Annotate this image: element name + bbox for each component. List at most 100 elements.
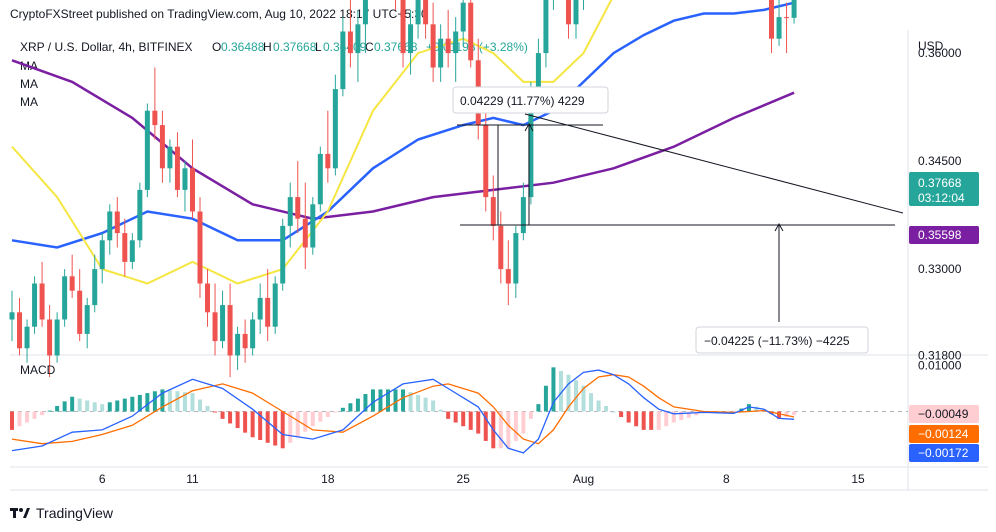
macd-histogram-bar bbox=[423, 397, 428, 412]
y-tick-label: 0.33000 bbox=[918, 262, 962, 276]
macd-histogram-bar bbox=[295, 411, 300, 438]
macd-tick-label: 0.01000 bbox=[918, 359, 962, 373]
candle-body bbox=[189, 168, 195, 212]
macd-histogram-bar bbox=[401, 389, 406, 412]
macd-histogram-bar bbox=[784, 411, 789, 418]
macd-histogram-bar bbox=[506, 411, 511, 449]
macd-histogram-bar bbox=[137, 394, 142, 412]
macd-histogram-bar bbox=[25, 411, 30, 423]
candle-body bbox=[490, 197, 496, 226]
macd-histogram-bar bbox=[438, 409, 443, 412]
candle-body bbox=[24, 326, 30, 349]
macd-histogram-bar bbox=[581, 385, 586, 412]
candle-body bbox=[535, 53, 541, 90]
macd-histogram-bar bbox=[130, 396, 135, 412]
macd-histogram-bar bbox=[122, 398, 127, 412]
macd-histogram-bar bbox=[596, 400, 601, 412]
candle-body bbox=[182, 168, 188, 190]
brand-label: TradingView bbox=[36, 505, 114, 521]
macd-histogram-bar bbox=[551, 367, 556, 412]
macd-histogram-bar bbox=[513, 411, 518, 441]
macd-histogram-bar bbox=[145, 393, 150, 412]
candle-body bbox=[287, 197, 293, 226]
candle-body bbox=[220, 305, 226, 342]
macd-histogram-bar bbox=[619, 411, 624, 418]
y-tick-label: 0.34500 bbox=[918, 154, 962, 168]
macd-label: MACD bbox=[20, 363, 56, 377]
candle-body bbox=[325, 153, 331, 169]
macd-histogram-bar bbox=[325, 411, 330, 418]
candle-body bbox=[242, 333, 248, 349]
macd-histogram-bar bbox=[363, 394, 368, 412]
candle-body bbox=[47, 319, 53, 356]
macd-histogram-bar bbox=[461, 411, 466, 427]
candle-body bbox=[791, 0, 797, 18]
ohlc-value: O bbox=[212, 40, 221, 54]
candle-body bbox=[400, 0, 406, 54]
macd-histogram-bar bbox=[792, 411, 797, 416]
macd-histogram-bar bbox=[686, 411, 691, 418]
candle-body bbox=[362, 0, 368, 25]
macd-histogram-bar bbox=[634, 411, 639, 427]
candle-body bbox=[159, 125, 165, 169]
candle-body bbox=[310, 204, 316, 248]
candle-body bbox=[453, 31, 459, 54]
candle-body bbox=[573, 0, 579, 25]
macd-histogram-bar bbox=[528, 411, 533, 419]
tradingview-footer[interactable]: TradingView bbox=[10, 505, 113, 521]
candle-body bbox=[144, 110, 150, 190]
macd-histogram-bar bbox=[453, 411, 458, 423]
macd-histogram-bar bbox=[175, 391, 180, 412]
candle-body bbox=[107, 211, 113, 241]
candle-body bbox=[483, 125, 489, 198]
indicator-label-ma: MA bbox=[20, 95, 38, 109]
macd-histogram-bar bbox=[243, 411, 248, 433]
macd-histogram-bar bbox=[220, 411, 225, 419]
macd-histogram-bar bbox=[746, 404, 751, 412]
macd-histogram-bar bbox=[100, 404, 105, 412]
candle-body bbox=[272, 283, 278, 327]
macd-histogram-bar bbox=[17, 411, 22, 427]
candle-body bbox=[122, 233, 128, 262]
measure-up-label: 0.04229 (11.77%) 4229 bbox=[460, 94, 585, 108]
macd-value-tag-label: −0.00124 bbox=[918, 427, 969, 441]
tradingview-logo-icon bbox=[10, 508, 30, 518]
candle-body bbox=[776, 17, 782, 39]
candle-body bbox=[513, 233, 519, 284]
macd-histogram-bar bbox=[543, 385, 548, 412]
candle-body bbox=[84, 305, 90, 334]
candle-body bbox=[212, 312, 218, 342]
candle-body bbox=[265, 297, 271, 327]
macd-histogram-bar bbox=[340, 407, 345, 412]
macd-histogram-bar bbox=[408, 392, 413, 412]
ohlc-value: +0.01198 (+3.28%) bbox=[426, 40, 528, 54]
symbol-label: XRP / U.S. Dollar, 4h, BITFINEX bbox=[20, 40, 193, 54]
candle-body bbox=[505, 269, 511, 284]
measure-up-box bbox=[452, 86, 609, 114]
macd-histogram-bar bbox=[190, 393, 195, 412]
candle-body bbox=[99, 240, 105, 270]
macd-histogram-bar bbox=[265, 411, 270, 443]
candle-body bbox=[39, 283, 45, 320]
macd-histogram-bar bbox=[85, 400, 90, 412]
candle-body bbox=[167, 146, 173, 169]
macd-histogram-bar bbox=[558, 371, 563, 412]
macd-histogram-bar bbox=[318, 411, 323, 422]
macd-histogram-bar bbox=[167, 390, 172, 412]
macd-histogram-bar bbox=[62, 401, 67, 412]
macd-histogram-bar bbox=[393, 389, 398, 412]
macd-histogram-bar bbox=[649, 411, 654, 430]
macd-histogram-bar bbox=[483, 411, 488, 441]
macd-histogram-bar bbox=[55, 405, 60, 412]
candle-body bbox=[32, 283, 38, 327]
x-tick-label: 11 bbox=[186, 472, 199, 486]
macd-histogram-bar bbox=[70, 396, 75, 412]
ma200-price-tag bbox=[909, 226, 979, 244]
candle-body bbox=[295, 197, 301, 219]
candle-body bbox=[498, 225, 504, 270]
x-tick-label: 25 bbox=[457, 472, 471, 486]
macd-histogram-bar bbox=[348, 403, 353, 412]
macd-histogram-bar bbox=[476, 411, 481, 434]
macd-histogram-bar bbox=[468, 411, 473, 430]
